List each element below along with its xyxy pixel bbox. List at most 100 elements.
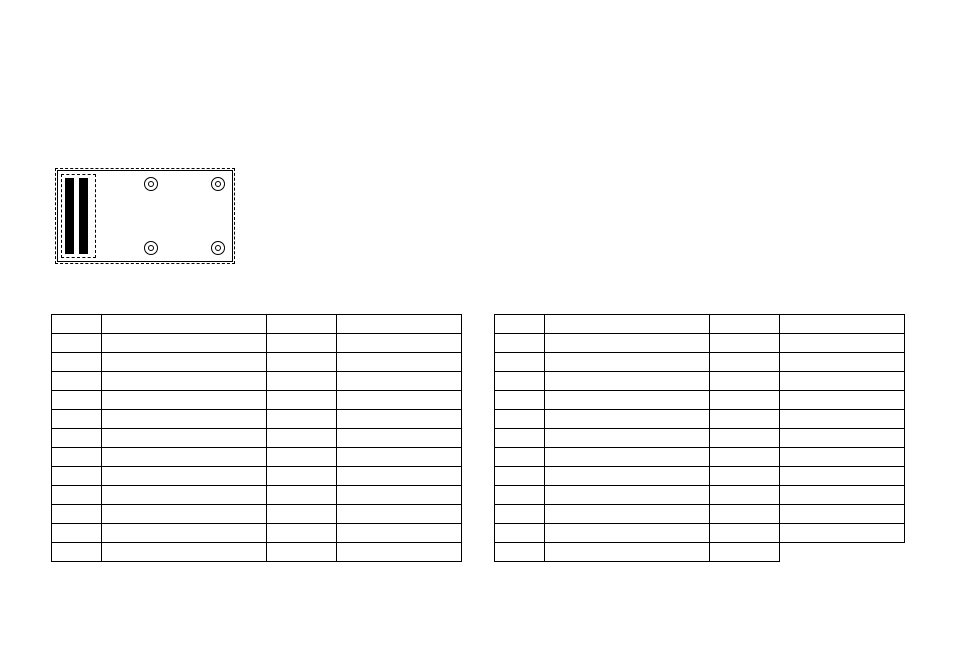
table-cell xyxy=(52,315,102,334)
table-cell xyxy=(52,467,102,486)
page xyxy=(0,0,954,672)
table-row xyxy=(495,524,905,543)
table-cell xyxy=(267,505,337,524)
table-cell xyxy=(102,543,267,562)
table-cell xyxy=(545,486,710,505)
table-row xyxy=(495,467,905,486)
table-cell xyxy=(495,524,545,543)
table-cell xyxy=(710,353,780,372)
table-row xyxy=(52,505,462,524)
table-row xyxy=(52,467,462,486)
table-cell xyxy=(710,372,780,391)
table-cell xyxy=(780,353,905,372)
table-cell xyxy=(337,486,462,505)
table-cell xyxy=(52,353,102,372)
table-cell xyxy=(337,524,462,543)
table-cell xyxy=(545,410,710,429)
table-cell xyxy=(780,505,905,524)
table-cell xyxy=(267,448,337,467)
table-row xyxy=(52,353,462,372)
table-cell xyxy=(545,315,710,334)
table-cell xyxy=(267,391,337,410)
table-cell xyxy=(545,391,710,410)
table-row xyxy=(52,410,462,429)
table-cell xyxy=(52,543,102,562)
table-cell xyxy=(545,334,710,353)
table-row xyxy=(52,543,462,562)
table-cell xyxy=(495,334,545,353)
table-cell xyxy=(102,391,267,410)
table-cell xyxy=(267,486,337,505)
data-table-left xyxy=(51,314,462,562)
table-cell xyxy=(495,486,545,505)
table-cell xyxy=(495,429,545,448)
table-row xyxy=(495,353,905,372)
table-cell xyxy=(495,410,545,429)
table-cell xyxy=(337,429,462,448)
table-cell xyxy=(337,315,462,334)
table-cell xyxy=(102,467,267,486)
mounting-hole-inner xyxy=(215,245,221,251)
table-cell xyxy=(102,372,267,391)
table-cell xyxy=(52,486,102,505)
table-cell xyxy=(267,467,337,486)
table-row xyxy=(495,448,905,467)
table-row xyxy=(52,429,462,448)
table-cell xyxy=(52,448,102,467)
table-cell xyxy=(102,353,267,372)
connector-bar xyxy=(79,178,88,254)
table-cell xyxy=(267,334,337,353)
table-cell xyxy=(545,448,710,467)
table-cell xyxy=(495,505,545,524)
table-cell xyxy=(495,315,545,334)
table-row xyxy=(495,391,905,410)
table-cell xyxy=(710,391,780,410)
table-row xyxy=(495,372,905,391)
table-cell xyxy=(337,467,462,486)
table-cell xyxy=(545,353,710,372)
table-row xyxy=(495,543,905,562)
table-cell xyxy=(710,524,780,543)
table-cell xyxy=(545,524,710,543)
table-row xyxy=(52,391,462,410)
table-cell xyxy=(710,448,780,467)
table-cell xyxy=(52,429,102,448)
table-row xyxy=(495,334,905,353)
table-cell xyxy=(710,505,780,524)
table-cell xyxy=(545,505,710,524)
table-cell xyxy=(267,429,337,448)
table-cell xyxy=(495,543,545,562)
table-cell xyxy=(780,486,905,505)
table-cell xyxy=(710,467,780,486)
mounting-hole-inner xyxy=(148,245,154,251)
table-cell xyxy=(102,524,267,543)
mounting-hole-inner xyxy=(215,181,221,187)
table-cell xyxy=(545,467,710,486)
table-cell xyxy=(710,543,780,562)
table-cell xyxy=(710,410,780,429)
table-row xyxy=(495,410,905,429)
table-cell xyxy=(337,543,462,562)
table-cell xyxy=(495,372,545,391)
table-cell xyxy=(52,410,102,429)
table-cell xyxy=(102,448,267,467)
table-cell xyxy=(102,486,267,505)
table-row xyxy=(495,429,905,448)
table-cell xyxy=(337,391,462,410)
table-cell xyxy=(780,315,905,334)
table-cell xyxy=(102,334,267,353)
table-cell xyxy=(102,315,267,334)
table-cell xyxy=(267,315,337,334)
table-cell xyxy=(780,372,905,391)
table-cell xyxy=(52,372,102,391)
data-table-right xyxy=(494,314,905,562)
table-cell xyxy=(780,391,905,410)
table-cell xyxy=(780,524,905,543)
table-row xyxy=(495,505,905,524)
table-cell xyxy=(780,448,905,467)
table-cell xyxy=(495,467,545,486)
table-cell xyxy=(337,353,462,372)
table-cell xyxy=(780,334,905,353)
table-cell xyxy=(545,543,710,562)
table-cell xyxy=(52,334,102,353)
